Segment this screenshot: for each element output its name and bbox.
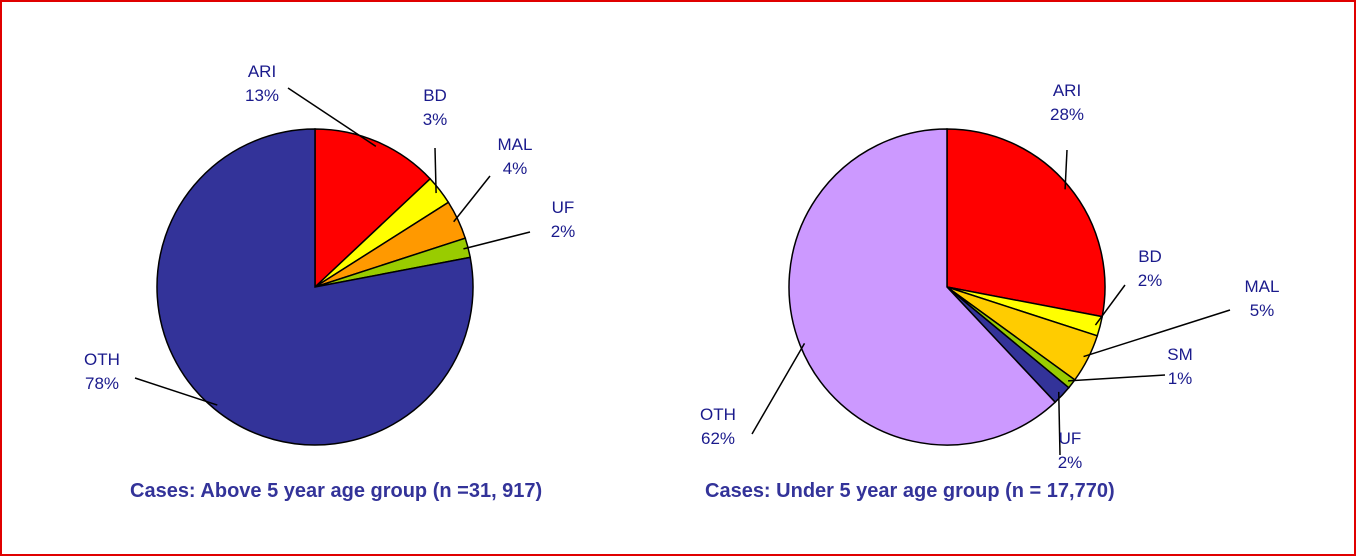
pie-slice (946, 128, 1106, 318)
leader-line (1094, 284, 1126, 326)
slice-label: BD (423, 86, 447, 105)
slice-label: OTH (84, 350, 120, 369)
slice-label: SM (1167, 345, 1193, 364)
pie-slice (314, 128, 432, 289)
leader-line (751, 343, 806, 435)
slice-value: 2% (1138, 271, 1163, 290)
slice-label: UF (552, 198, 575, 217)
slice-label: UF (1059, 429, 1082, 448)
leader-line (134, 377, 218, 406)
slice-label: MAL (1245, 277, 1280, 296)
slice-label: ARI (248, 62, 276, 81)
leader-line (434, 147, 437, 194)
slice-value: 13% (245, 86, 279, 105)
pie-slice (788, 128, 1057, 446)
slice-value: 78% (85, 374, 119, 393)
slice-value: 2% (1058, 453, 1083, 472)
leader-line (453, 175, 491, 223)
leader-line (1068, 374, 1166, 382)
leader-line (1057, 391, 1061, 456)
slice-label: BD (1138, 247, 1162, 266)
slice-value: 28% (1050, 105, 1084, 124)
chart-title: Cases: Under 5 year age group (n = 17,77… (705, 480, 1115, 502)
slice-value: 4% (503, 159, 528, 178)
pie-slice (156, 128, 474, 446)
slice-label: OTH (700, 405, 736, 424)
leader-line (1083, 309, 1231, 358)
slice-value: 3% (423, 110, 448, 129)
leader-line (287, 87, 377, 147)
leader-line (1064, 149, 1068, 190)
slice-value: 5% (1250, 301, 1275, 320)
slice-label: MAL (498, 135, 533, 154)
leader-line (463, 231, 531, 250)
slice-value: 62% (701, 429, 735, 448)
chart-title: Cases: Above 5 year age group (n =31, 91… (130, 480, 542, 502)
slice-label: ARI (1053, 81, 1081, 100)
slice-value: 1% (1168, 369, 1193, 388)
slice-value: 2% (551, 222, 576, 241)
